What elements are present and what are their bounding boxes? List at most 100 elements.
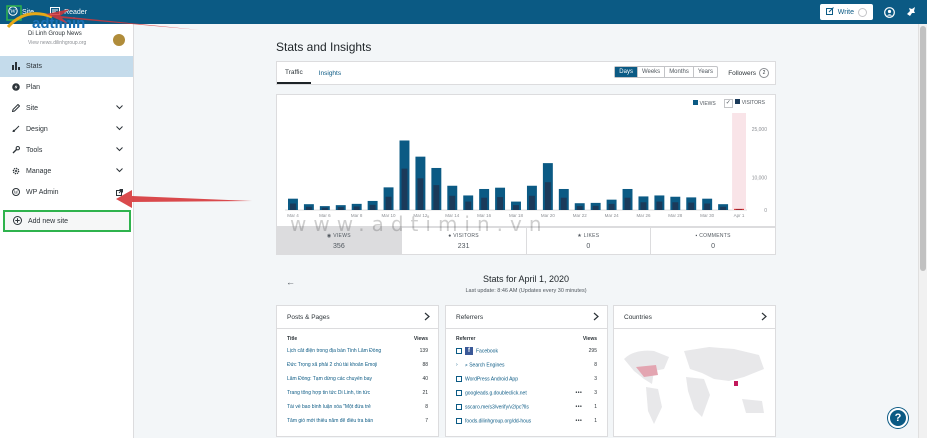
my-sites-button[interactable]: W Site — [0, 0, 42, 24]
sidebar-item-stats[interactable]: Stats — [0, 56, 133, 77]
tab-traffic[interactable]: Traffic — [277, 62, 311, 84]
bar-visitors[interactable] — [449, 195, 456, 210]
site-logo: adtimin — [6, 5, 98, 35]
panel-header[interactable]: Referrers — [446, 306, 607, 329]
table-row[interactable]: Lịch cắt điện trong địa bàn Tỉnh Lâm Đồn… — [287, 348, 428, 354]
bar-visitors[interactable] — [576, 206, 583, 210]
bar-visitors[interactable] — [337, 207, 344, 210]
bar-visitors[interactable] — [497, 197, 504, 210]
back-arrow-icon[interactable]: ← — [286, 277, 295, 287]
period-days[interactable]: Days — [615, 67, 638, 77]
bar-visitors[interactable] — [560, 197, 567, 210]
stat-visitors[interactable]: ● VISITORS 231 — [402, 228, 527, 254]
bar-visitors[interactable] — [465, 201, 472, 210]
bar-visitors[interactable] — [417, 178, 424, 210]
chevron-down-icon — [116, 126, 123, 133]
chevron-right-icon[interactable] — [424, 312, 430, 323]
bar-visitors[interactable] — [321, 207, 328, 210]
bar-visitors[interactable] — [385, 196, 392, 210]
annotation-arrow-top — [46, 9, 200, 30]
table-row[interactable]: Trang tổng hợp tin tức Di Linh, tin tức 2… — [287, 390, 428, 396]
sidebar-item-site[interactable]: Site — [0, 98, 133, 119]
write-button[interactable]: Write — [819, 4, 873, 20]
site-name: Di Linh Group News — [28, 31, 82, 37]
notifications-icon[interactable] — [905, 6, 917, 18]
panel-header[interactable]: Countries — [614, 306, 775, 329]
bar-visitors[interactable] — [433, 185, 440, 210]
x-tick-label: Mar 26 — [636, 213, 651, 218]
my-sites-label: Site — [22, 8, 35, 16]
svg-text:W: W — [14, 190, 19, 195]
bar-visitors[interactable] — [656, 201, 663, 210]
table-row[interactable]: sscaro.me/s3/verify/v2/pc?lls ••• 1 — [446, 400, 607, 414]
sidebar-item-design[interactable]: Design — [0, 119, 133, 140]
bar-visitors[interactable] — [513, 205, 519, 210]
table-row[interactable]: Tài về bao bình luận xóa "Một đứa trẻ 8 — [287, 404, 428, 410]
help-button[interactable]: ? — [888, 408, 908, 428]
table-row[interactable]: foods.dilinhgroup.org/dd-hous ••• 1 — [446, 414, 607, 428]
bar-visitors[interactable] — [640, 202, 647, 210]
table-row[interactable]: Tâm giỏ mới thiếu năm để điều tra bán 7 — [287, 418, 428, 424]
chevron-right-icon[interactable] — [593, 312, 599, 323]
stat-views[interactable]: ◉ VIEWS 356 — [277, 228, 402, 254]
period-months[interactable]: Months — [665, 67, 694, 77]
panel-header[interactable]: Posts & Pages — [277, 306, 438, 329]
scrollbar[interactable] — [918, 24, 927, 438]
sidebar-item-plan[interactable]: Plan — [0, 77, 133, 98]
plan-icon — [12, 82, 20, 93]
sidebar-item-label: Site — [26, 105, 39, 112]
write-options-icon[interactable] — [858, 7, 867, 17]
bar-visitors[interactable] — [624, 197, 631, 210]
bar-visitors[interactable] — [290, 203, 296, 210]
legend-views: VIEWS — [692, 100, 716, 107]
table-row[interactable]: › ⌕ Search Engines 8 — [456, 361, 597, 369]
bar-visitors[interactable] — [528, 195, 535, 210]
table-row[interactable]: f Facebook 295 — [446, 344, 607, 358]
bar-visitors[interactable] — [736, 209, 742, 210]
scrollbar-thumb[interactable] — [920, 26, 926, 271]
bar-visitors[interactable] — [305, 206, 312, 210]
gear-icon — [12, 167, 20, 177]
stat-likes[interactable]: ★ LIKES 0 — [527, 228, 652, 254]
sidebar-item-wp-admin[interactable]: W WP Admin — [0, 182, 133, 203]
bar-visitors[interactable] — [720, 206, 727, 210]
period-years[interactable]: Years — [697, 69, 713, 75]
star-icon: ★ — [577, 233, 584, 239]
bar-visitors[interactable] — [592, 205, 599, 210]
bar-visitors[interactable] — [401, 168, 408, 210]
add-new-site-button[interactable]: Add new site — [3, 210, 131, 232]
more-icon: ••• — [575, 418, 583, 424]
site-icon — [113, 34, 125, 46]
posts-pages-panel: Posts & Pages Title Views Lịch cắt điện t… — [276, 305, 439, 437]
period-weeks[interactable]: Weeks — [638, 67, 666, 77]
sidebar-item-label: Manage — [26, 168, 52, 175]
profile-icon[interactable] — [883, 6, 895, 18]
tab-insights[interactable]: Insights — [318, 69, 342, 77]
table-row[interactable]: Đức Trọng xã phải 2 chủ tài khoản Emoji 8… — [287, 362, 428, 368]
table-header: Referrer Views — [456, 336, 597, 342]
sidebar-item-manage[interactable]: Manage — [0, 161, 133, 182]
bar-visitors[interactable] — [369, 204, 376, 210]
bar-visitors[interactable] — [608, 203, 615, 210]
table-row[interactable]: Lâm Đồng: Tạm dừng các chuyến bay 40 — [287, 376, 428, 382]
bar-visitors[interactable] — [353, 206, 360, 210]
followers-link[interactable]: Followers 2 — [728, 68, 769, 78]
table-row[interactable]: googleads.g.doubleclick.net ••• 3 — [446, 386, 607, 400]
followers-label: Followers — [728, 69, 756, 77]
table-row[interactable]: WordPress Android App 3 — [446, 372, 607, 386]
help-icon: ? — [894, 412, 902, 424]
selected-day-highlight — [732, 113, 746, 210]
site-card[interactable]: Di Linh Group News View news.dilinhgroup… — [0, 24, 133, 56]
stat-comments[interactable]: ▪ COMMENTS 0 — [651, 228, 775, 254]
bar-visitors[interactable] — [688, 202, 695, 210]
legend-visitors[interactable]: ✓ VISITORS — [723, 99, 765, 108]
bar-visitors[interactable] — [672, 202, 679, 210]
stats-icon — [12, 61, 20, 72]
plus-circle-icon — [13, 215, 22, 227]
sidebar-item-tools[interactable]: Tools — [0, 140, 133, 161]
bar-visitors[interactable] — [704, 203, 711, 210]
bar-visitors[interactable] — [481, 197, 488, 210]
chevron-right-icon[interactable] — [761, 312, 767, 323]
site-url[interactable]: View news.dilinhgroup.org — [28, 40, 87, 46]
bar-visitors[interactable] — [544, 182, 551, 210]
